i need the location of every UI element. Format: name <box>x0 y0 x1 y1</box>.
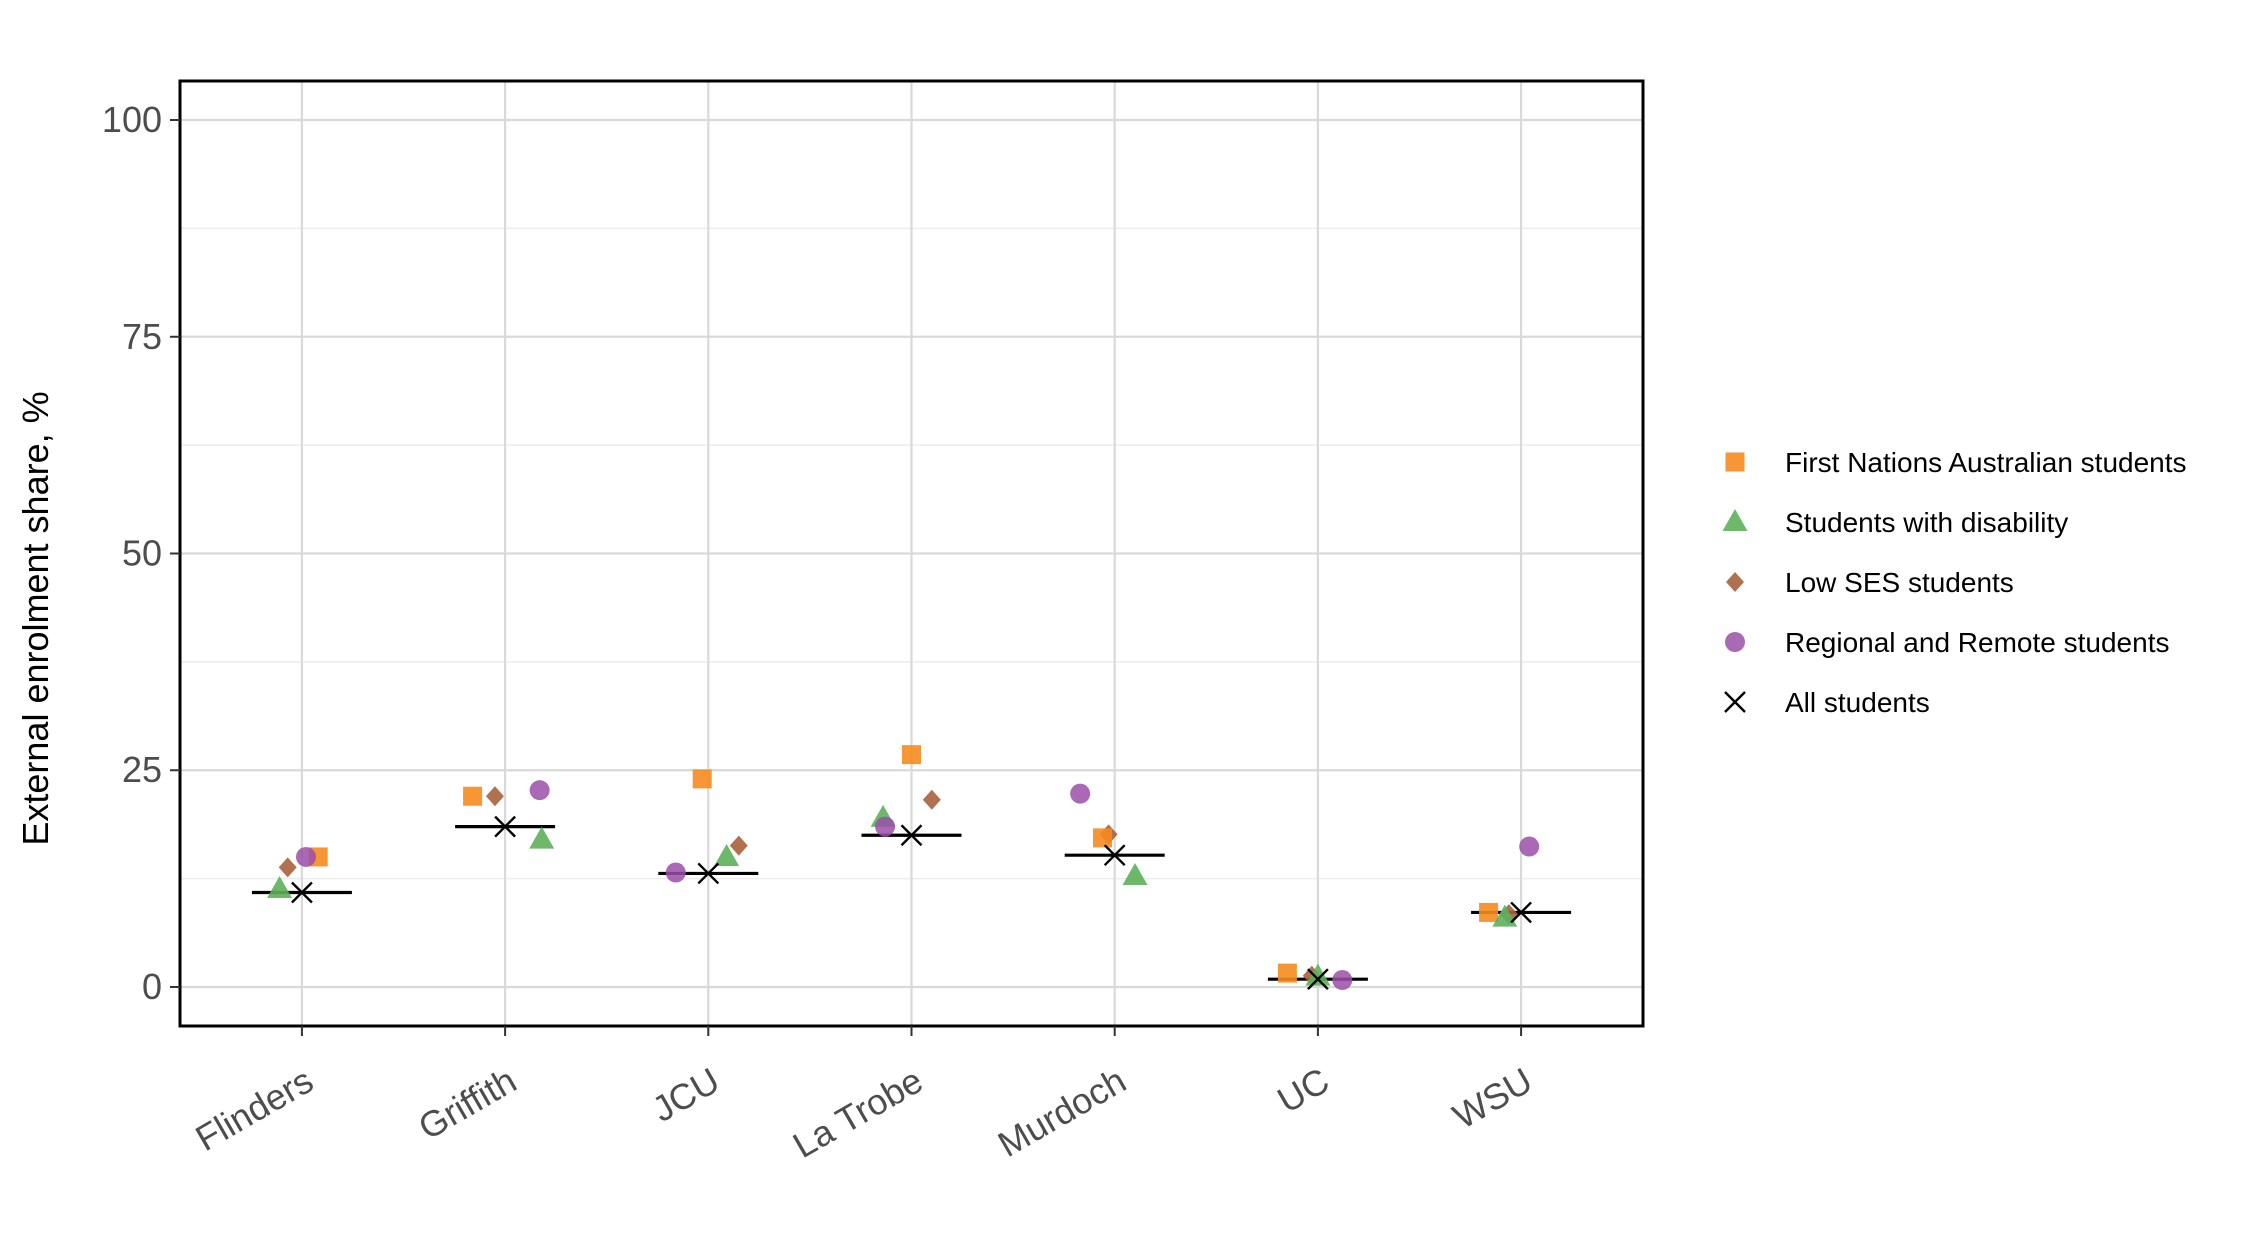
data-points <box>267 745 1540 991</box>
legend-key-low-ses-students <box>1726 572 1744 592</box>
y-tick-label: 0 <box>142 966 162 1007</box>
point-first-nations-australian-students-murdoch <box>1093 828 1113 848</box>
point-low-ses-students-la-trobe <box>922 789 941 810</box>
legend-label-low-ses-students: Low SES students <box>1785 567 2014 598</box>
legend-key-students-with-disability <box>1722 509 1748 531</box>
point-regional-and-remote-students-flinders <box>295 846 316 867</box>
point-regional-and-remote-students-la-trobe <box>875 816 896 837</box>
y-axis-title: External enrolment share, % <box>15 391 56 845</box>
legend: First Nations Australian students Student… <box>1722 447 2187 718</box>
point-all-students-flinders <box>291 881 313 904</box>
point-students-with-disability-flinders <box>267 876 293 899</box>
point-first-nations-australian-students-la-trobe <box>902 745 921 765</box>
y-tick-label: 25 <box>122 749 162 790</box>
point-all-students-la-trobe <box>900 824 923 847</box>
point-students-with-disability-jcu <box>714 843 740 866</box>
point-first-nations-australian-students-griffith <box>463 786 483 806</box>
point-low-ses-students-jcu <box>729 835 748 856</box>
point-all-students-murdoch <box>1103 844 1126 867</box>
point-low-ses-students-griffith <box>485 786 504 807</box>
y-tick-label: 100 <box>102 99 162 140</box>
point-regional-and-remote-students-murdoch <box>1070 783 1091 804</box>
point-first-nations-australian-students-jcu <box>692 769 712 789</box>
legend-label-first-nations-australian-students: First Nations Australian students <box>1785 447 2187 478</box>
y-axis: 0 25 50 75 100 <box>102 99 180 1007</box>
legend-label-regional-and-remote-students: Regional and Remote students <box>1785 627 2169 658</box>
point-first-nations-australian-students-wsu <box>1479 902 1499 922</box>
point-all-students-griffith <box>494 815 516 838</box>
y-tick-label: 50 <box>122 533 162 574</box>
grid <box>180 81 1643 1026</box>
y-tick-label: 75 <box>122 316 162 357</box>
point-students-with-disability-uc <box>1305 963 1331 986</box>
point-first-nations-australian-students-uc <box>1277 963 1297 983</box>
point-regional-and-remote-students-uc <box>1332 970 1353 991</box>
point-regional-and-remote-students-griffith <box>529 780 550 801</box>
legend-label-students-with-disability: Students with disability <box>1785 507 2068 538</box>
legend-label-all-students: All students <box>1785 687 1930 718</box>
point-low-ses-students-flinders <box>278 857 297 878</box>
point-students-with-disability-murdoch <box>1122 863 1148 886</box>
point-all-students-jcu <box>697 862 720 885</box>
legend-key-first-nations-australian-students <box>1725 452 1745 472</box>
point-regional-and-remote-students-jcu <box>665 862 686 883</box>
point-all-students-uc <box>1307 968 1329 991</box>
point-students-with-disability-griffith <box>529 826 555 849</box>
point-all-students-wsu <box>1510 901 1532 924</box>
legend-key-regional-and-remote-students <box>1725 632 1745 652</box>
legend-key-all-students <box>1724 691 1746 713</box>
point-regional-and-remote-students-wsu <box>1519 836 1540 857</box>
